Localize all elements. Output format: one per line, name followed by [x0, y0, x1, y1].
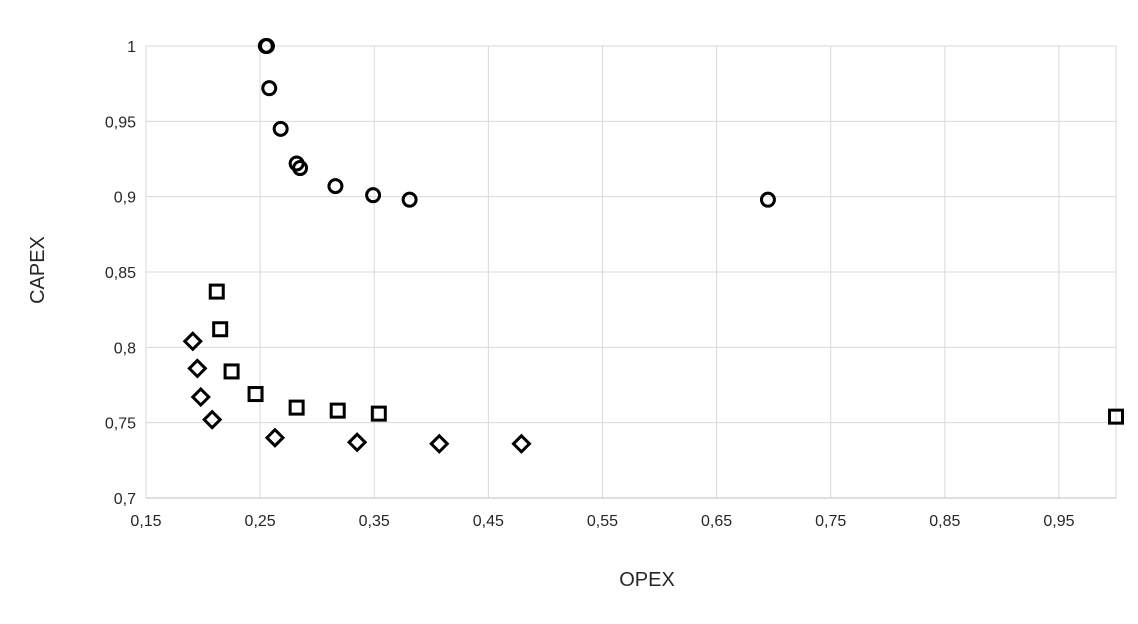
circle-point [257, 38, 274, 54]
square-point [1108, 408, 1124, 425]
square-point [247, 386, 264, 403]
diamond-point [346, 432, 368, 453]
square-point [223, 363, 240, 380]
circle-point [759, 191, 776, 208]
grid-lines [145, 45, 1117, 499]
square-point [212, 321, 229, 338]
circle-point [327, 178, 344, 195]
y-tick-label: 0,8 [114, 340, 136, 357]
y-tick-label: 0,7 [114, 491, 136, 508]
y-tick-labels: 0,7 0,75 0,8 0,85 0,9 0,95 1 [105, 39, 136, 508]
square-point [329, 402, 346, 419]
x-tick-labels: 0,15 0,25 0,35 0,45 0,55 0,65 0,75 0,85 0,95 [130, 513, 1074, 530]
circle-point [401, 191, 418, 208]
x-tick-label: 0,35 [359, 513, 390, 530]
diamond-point [264, 427, 286, 448]
x-tick-label: 0,55 [587, 513, 618, 530]
y-tick-label: 0,9 [114, 190, 136, 207]
x-tick-label: 0,75 [815, 513, 846, 530]
circle-point [365, 187, 382, 204]
diamond-point [190, 386, 211, 408]
square-point [208, 283, 225, 300]
axes [145, 46, 1116, 499]
y-tick-label: 0,75 [105, 416, 136, 433]
diamond-point [187, 358, 208, 379]
y-tick-label: 1 [127, 39, 136, 56]
x-tick-label: 0,65 [701, 513, 732, 530]
x-axis-title: OPEX [619, 569, 675, 591]
square-point [288, 399, 305, 416]
x-tick-label: 0,45 [473, 513, 504, 530]
circle-point [272, 120, 289, 137]
diamond-point [202, 409, 223, 430]
circle-point [261, 80, 278, 97]
x-tick-label: 0,25 [245, 513, 276, 530]
diamond-point [429, 433, 450, 454]
diamond-point [182, 331, 203, 352]
x-tick-label: 0,95 [1043, 513, 1074, 530]
data-points [182, 38, 1124, 454]
x-tick-label: 0,85 [929, 513, 960, 530]
circle-point [292, 160, 309, 177]
diamond-point [511, 433, 532, 454]
square-point [370, 405, 387, 422]
y-axis-title: CAPEX [27, 236, 49, 304]
x-tick-label: 0,15 [130, 513, 161, 530]
y-tick-label: 0,95 [105, 114, 136, 131]
y-tick-label: 0,85 [105, 265, 136, 282]
